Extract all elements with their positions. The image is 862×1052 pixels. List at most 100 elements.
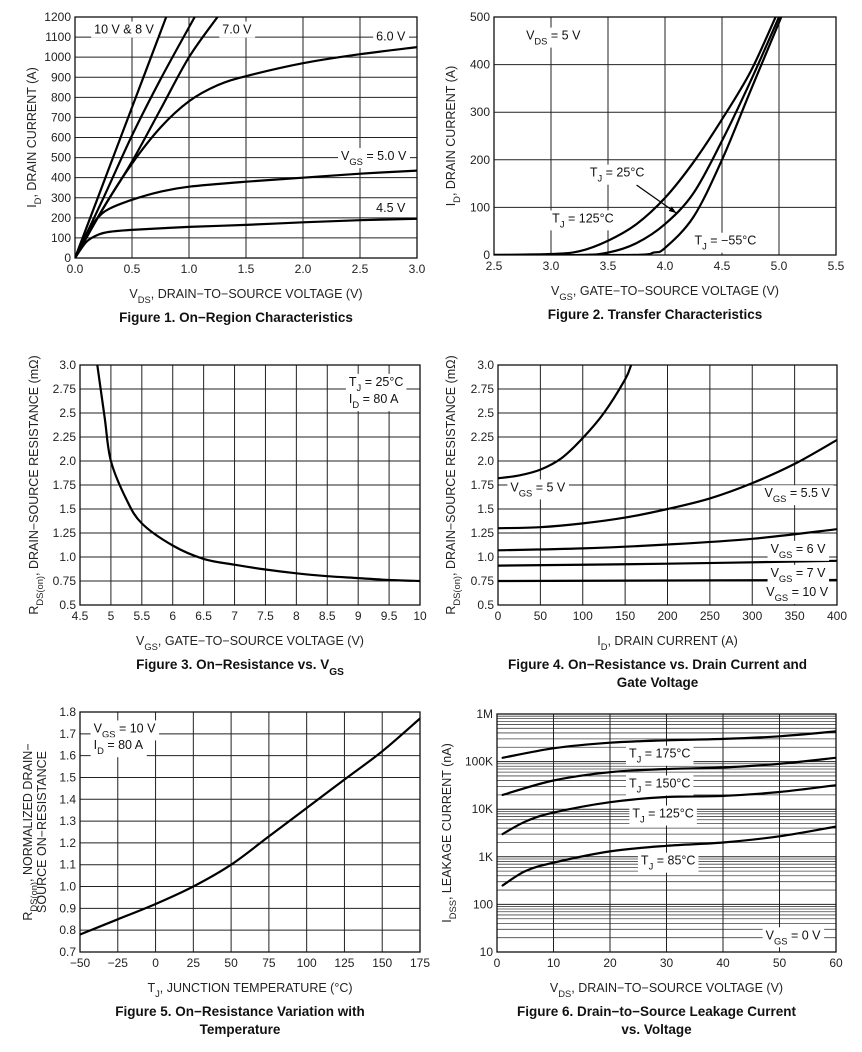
x-tick-label: 8	[293, 609, 300, 623]
x-tick-label: 8.5	[319, 609, 336, 623]
annotation-text: ID = 80 A	[349, 392, 399, 410]
series-line-1	[501, 730, 836, 759]
annotation-background	[345, 391, 403, 412]
x-tick-label: 0	[494, 956, 501, 970]
x-tick-label: 50	[773, 956, 787, 970]
y-axis-label: ID, DRAIN CURRENT (A)	[444, 66, 462, 207]
x-tick-label: 250	[700, 609, 720, 623]
y-tick-label: 0.75	[471, 574, 495, 588]
series-line-1	[494, 17, 777, 255]
y-tick-label: 1000	[44, 50, 71, 64]
annotation-text: TJ = 125°C	[632, 807, 693, 825]
x-tick-label: 0	[152, 956, 159, 970]
annotation-text: VGS = 5.5 V	[765, 486, 831, 504]
series-line-1	[75, 17, 168, 258]
annotation-label: VGS = 5.5 V	[761, 485, 834, 506]
y-tick-label: 1.5	[59, 502, 76, 516]
x-tick-label: 5.0	[771, 259, 788, 273]
y-axis-label: RDS(on), DRAIN−SOURCE RESISTANCE (mΩ)	[27, 355, 45, 614]
y-tick-label: 2.0	[59, 454, 76, 468]
figure-title: Figure 4. On−Resistance vs. Drain Curren…	[508, 657, 807, 672]
figure-2: 2.5 3.0 3.5 4.0 4.5 5.0 5.5 0 100 200 300 400 500 VDS…	[444, 10, 845, 322]
y-tick-label: 1.0	[477, 550, 494, 564]
y-tick-label: 0	[64, 251, 71, 265]
annotation-text: TJ = 175°C	[629, 747, 690, 765]
figure-title: Figure 5. On−Resistance Variation with	[115, 1004, 364, 1019]
series-line-6	[75, 217, 417, 258]
y-tick-label: 2.75	[471, 382, 495, 396]
x-tick-label: 7.5	[257, 609, 274, 623]
annotation-label: 4.5 V	[373, 199, 410, 216]
x-axis-label: VDS, DRAIN−TO−SOURCE VOLTAGE (V)	[129, 287, 362, 305]
series-line-4	[75, 46, 417, 258]
y-axis-label: RDS(on), DRAIN−SOURCE RESISTANCE (mΩ)	[444, 355, 462, 614]
y-tick-label: 3.0	[59, 358, 76, 372]
annotation-background	[761, 485, 834, 506]
y-tick-label: 1.5	[59, 770, 76, 784]
annotation-background	[338, 148, 410, 169]
x-tick-label: 3.0	[543, 259, 560, 273]
y-tick-label: 1200	[44, 10, 71, 24]
plot-frame	[496, 713, 837, 953]
y-tick-label: 3.0	[477, 358, 494, 372]
y-tick-label: 0.7	[59, 945, 76, 959]
figure-title: Figure 2. Transfer Characteristics	[548, 307, 763, 322]
x-tick-label: 30	[660, 956, 674, 970]
figure-title: vs. Voltage	[621, 1022, 692, 1037]
y-tick-label: 1.4	[59, 792, 76, 806]
annotation-label: TJ = 125°C	[549, 210, 617, 231]
leader-line	[636, 184, 677, 214]
y-tick-label: 500	[470, 10, 490, 24]
annotation-text: 6.0 V	[376, 30, 406, 44]
annotation-label: TJ = 125°C	[629, 805, 697, 826]
y-tick-label: 200	[470, 153, 490, 167]
y-axis-label: ID, DRAIN CURRENT (A)	[25, 67, 43, 208]
y-tick-label: 1.2	[59, 836, 76, 850]
y-tick-label: 1100	[45, 30, 71, 44]
x-tick-label: 6.5	[195, 609, 212, 623]
y-tick-label: 2.75	[53, 382, 77, 396]
x-tick-label: 10	[413, 609, 427, 623]
figure-title: Gate Voltage	[617, 675, 699, 690]
series-group	[75, 17, 417, 258]
annotation-label: VDS = 5 V	[523, 27, 585, 48]
x-tick-label: −25	[108, 956, 129, 970]
y-tick-label: 0.9	[59, 901, 76, 915]
plot-frame	[79, 364, 421, 606]
y-tick-label: 10K	[472, 802, 493, 816]
annotation-label: VGS = 10 V	[763, 584, 832, 605]
series-line-4	[498, 559, 837, 567]
y-axis-label: RDS(on), NORMALIZED DRAIN−	[21, 743, 39, 920]
series-group	[494, 17, 783, 255]
y-tick-label: 1.7	[59, 727, 76, 741]
series-line-1	[96, 365, 420, 583]
annotation-text: TJ = 125°C	[552, 211, 613, 229]
y-tick-label: 400	[51, 171, 71, 185]
y-tick-label: 800	[51, 90, 71, 104]
x-tick-label: 100	[573, 609, 593, 623]
annotation-text: 10 V & 8 V	[94, 23, 154, 37]
annotation-text: TJ = 25°C	[349, 375, 404, 393]
annotation-background	[767, 564, 830, 585]
y-tick-label: 1K	[478, 850, 493, 864]
annotation-text: VDS = 5 V	[526, 29, 581, 47]
annotation-text: TJ = 150°C	[629, 777, 690, 795]
annotation-label: TJ = 175°C	[625, 745, 694, 766]
annotation-text: 4.5 V	[376, 201, 406, 215]
annotation-text: TJ = 25°C	[590, 166, 645, 184]
annotation-background	[373, 28, 410, 45]
x-tick-label: 0.0	[67, 262, 84, 276]
series-line-3	[501, 784, 836, 836]
plot-frame	[74, 16, 418, 259]
annotation-label: ID = 80 A	[90, 737, 147, 758]
x-tick-label: 4.5	[72, 609, 89, 623]
annotation-label: 6.0 V	[373, 28, 410, 45]
annotation-text: VGS = 6 V	[771, 542, 827, 560]
y-tick-label: 10	[480, 945, 494, 959]
x-tick-label: 0.5	[124, 262, 141, 276]
x-tick-label: 5.5	[133, 609, 150, 623]
x-tick-label: 2.5	[486, 259, 503, 273]
annotation-label: TJ = −55°C	[691, 232, 760, 253]
x-axis-label: VDS, DRAIN−TO−SOURCE VOLTAGE (V)	[550, 981, 783, 999]
